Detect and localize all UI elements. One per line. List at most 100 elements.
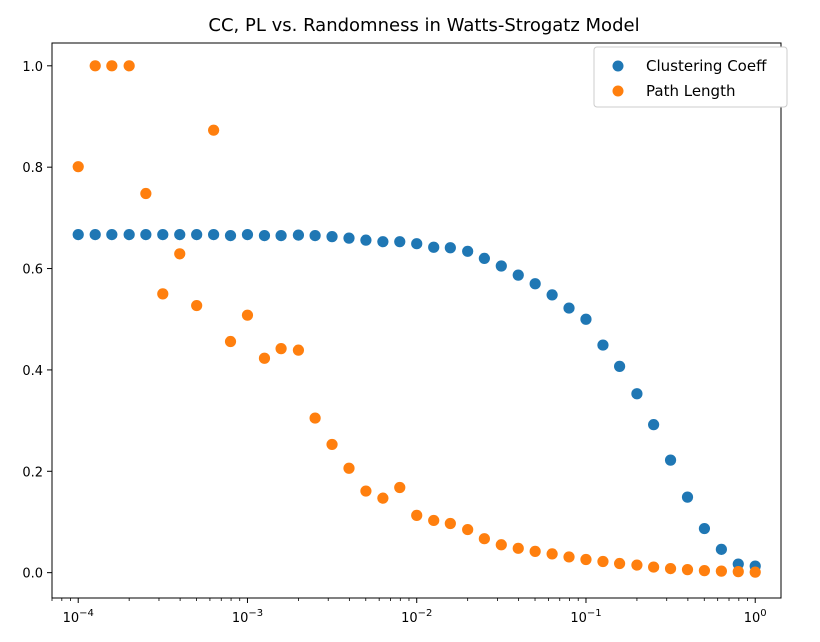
x-tick-label: 10−1 — [570, 608, 601, 626]
path-length-point — [648, 561, 660, 573]
clustering-coeff-point — [411, 238, 423, 250]
clustering-coeff-point — [698, 522, 711, 535]
clustering-coeff-point — [444, 242, 456, 254]
path-length-point — [444, 517, 456, 530]
path-length-point — [478, 533, 490, 545]
path-length-point — [309, 412, 321, 424]
path-length-point — [394, 481, 406, 494]
clustering-coeff-point — [478, 252, 490, 265]
axes: 0.0 0.2 0.4 0.6 0.8 1.0 10−4 10−3 10−2 10−1 100 — [22, 42, 782, 626]
path-length-point — [495, 539, 507, 551]
legend: Clustering Coeff Path Length — [593, 46, 788, 108]
y-tick-label: 0.4 — [22, 364, 43, 379]
clustering-coeff-point — [258, 230, 271, 242]
path-length-point — [681, 564, 694, 576]
clustering-coeff-point — [394, 236, 406, 248]
clustering-coeff-point — [462, 245, 474, 257]
clustering-coeff-point — [360, 234, 372, 246]
clustering-coeff-point — [648, 419, 660, 431]
clustering-coeff-point — [309, 230, 321, 242]
path-length-point — [529, 545, 541, 557]
path-length-point — [614, 557, 626, 570]
path-length-point — [546, 548, 558, 560]
path-length-point — [428, 514, 440, 527]
path-length-point — [563, 551, 575, 563]
plot-area — [72, 60, 761, 578]
path-length-point — [208, 124, 220, 136]
path-length-point — [411, 509, 423, 521]
path-length-point — [275, 343, 287, 355]
y-tick-label: 0.2 — [22, 465, 43, 480]
clustering-coeff-point — [275, 230, 287, 242]
path-length-point — [512, 542, 524, 554]
x-tick-label: 100 — [744, 608, 767, 626]
path-length-point — [749, 566, 761, 578]
clustering-coeff-point — [140, 228, 152, 241]
legend-label-path-length: Path Length — [646, 82, 735, 100]
clustering-coeff-point — [224, 230, 237, 242]
clustering-coeff-point — [72, 228, 84, 241]
clustering-coeff-point — [631, 388, 643, 400]
path-length-point — [597, 555, 609, 568]
path-length-point — [698, 565, 711, 577]
legend-marker-clustering-coeff — [612, 60, 624, 72]
clustering-coeff-point — [495, 260, 507, 272]
legend-box — [593, 46, 788, 108]
x-tick-label: 10−3 — [232, 608, 263, 626]
path-length-point — [89, 60, 101, 72]
clustering-coeff-point — [208, 228, 220, 241]
path-length-point — [258, 352, 271, 364]
clustering-coeff-point — [563, 302, 575, 314]
clustering-coeff-point — [681, 491, 694, 503]
path-length-point — [377, 492, 389, 504]
clustering-coeff-point — [546, 289, 558, 301]
y-tick-label: 0.6 — [22, 263, 43, 278]
path-length-point — [360, 485, 372, 497]
clustering-coeff-point — [241, 228, 254, 241]
path-length-point — [106, 60, 118, 72]
path-length-point — [241, 309, 254, 321]
clustering-coeff-point — [157, 228, 169, 241]
y-tick-label: 0.8 — [22, 161, 43, 176]
path-length-point — [326, 438, 338, 451]
path-length-point — [292, 344, 305, 356]
path-length-point — [224, 335, 237, 348]
path-length-point — [191, 299, 203, 312]
path-length-point — [343, 462, 355, 474]
x-tick-label: 10−2 — [401, 608, 432, 626]
path-length-point — [715, 565, 727, 577]
path-length-point — [732, 566, 744, 578]
path-length-point — [664, 563, 677, 575]
clustering-coeff-point — [664, 454, 677, 466]
path-length-point — [157, 288, 169, 300]
path-length-point — [631, 559, 643, 571]
clustering-coeff-point — [512, 269, 524, 281]
path-length-point — [140, 187, 152, 200]
legend-label-clustering-coeff: Clustering Coeff — [646, 57, 767, 75]
path-length-point — [580, 553, 592, 566]
clustering-coeff-point — [123, 228, 135, 241]
clustering-coeff-point — [174, 228, 186, 241]
clustering-coeff-point — [614, 360, 626, 372]
path-length-point — [462, 523, 474, 536]
clustering-coeff-point — [89, 228, 101, 241]
clustering-coeff-point — [377, 236, 389, 248]
clustering-coeff-point — [428, 241, 440, 253]
clustering-coeff-point — [292, 229, 305, 241]
clustering-coeff-point — [326, 231, 338, 243]
y-tick-label: 0.0 — [22, 567, 43, 582]
clustering-coeff-point — [191, 228, 203, 241]
chart-title: CC, PL vs. Randomness in Watts-Strogatz … — [208, 15, 639, 36]
path-length-point — [174, 248, 186, 260]
x-tick-label: 10−4 — [63, 608, 94, 626]
clustering-coeff-point — [106, 228, 118, 241]
clustering-coeff-point — [580, 313, 592, 325]
y-tick-label: 1.0 — [22, 60, 43, 75]
clustering-coeff-point — [343, 232, 355, 244]
clustering-coeff-point — [529, 278, 541, 290]
clustering-coeff-point — [715, 543, 727, 555]
path-length-point — [123, 60, 135, 72]
clustering-coeff-point — [597, 339, 609, 351]
legend-marker-path-length — [612, 85, 624, 97]
